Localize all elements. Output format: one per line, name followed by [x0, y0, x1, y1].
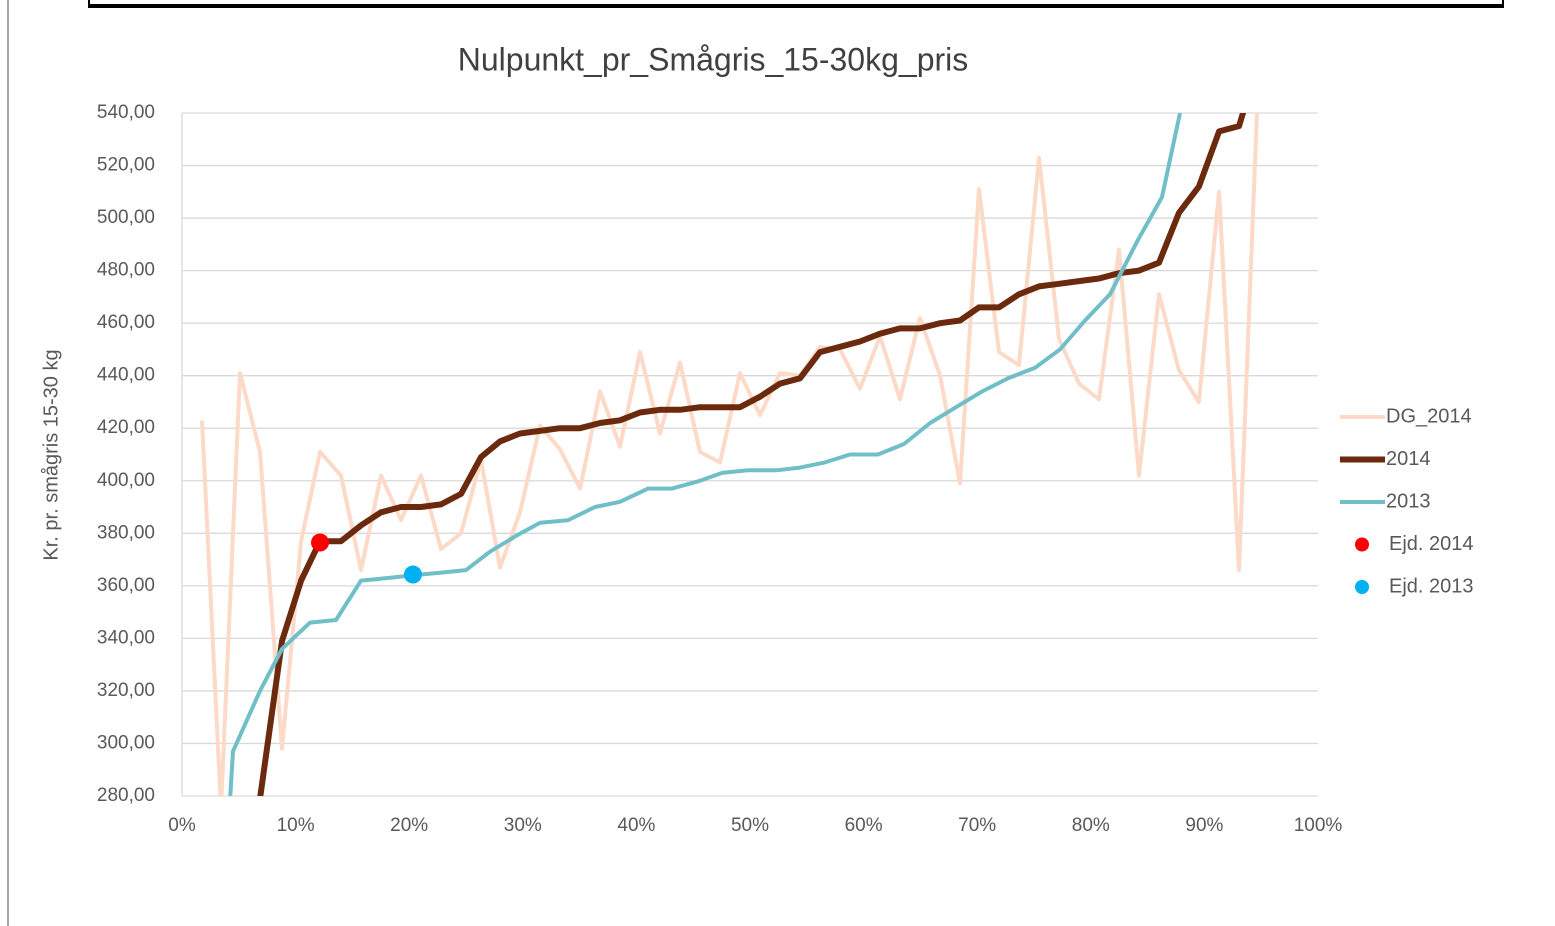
y-tick-label: 380,00 [97, 522, 155, 543]
legend-label: Ejd. 2013 [1389, 575, 1474, 597]
x-tick-label: 90% [1185, 815, 1223, 836]
y-tick-label: 480,00 [97, 260, 155, 281]
top-border-inner [90, 0, 1502, 4]
y-tick-label: 300,00 [97, 732, 155, 753]
x-tick-label: 70% [958, 815, 996, 836]
y-tick-label: 460,00 [97, 312, 155, 333]
x-tick-label: 60% [845, 815, 883, 836]
y-tick-label: 520,00 [97, 155, 155, 176]
y-tick-label: 360,00 [97, 575, 155, 596]
y-tick-label: 440,00 [97, 365, 155, 386]
x-tick-label: 100% [1294, 815, 1343, 836]
x-tick-label: 10% [277, 815, 315, 836]
legend: DG_2014 2014 2013 Ejd. 2014 Ejd. 2013 [1340, 405, 1474, 597]
legend-symbol [1355, 537, 1369, 552]
y-axis-label: Kr. pr. smågris 15-30 kg [40, 349, 62, 560]
legend-label: Ejd. 2014 [1389, 533, 1474, 555]
x-tick-label: 40% [617, 815, 655, 836]
x-tick-label: 30% [504, 815, 542, 836]
y-tick-label: 320,00 [97, 680, 155, 701]
plot-area [200, 113, 1259, 796]
y-tick-label: 400,00 [97, 470, 155, 491]
legend-symbol [1355, 580, 1369, 594]
x-tick-label: 20% [390, 815, 428, 836]
y-tick-label: 280,00 [97, 785, 155, 806]
series-line [228, 113, 1182, 796]
point [311, 533, 330, 552]
legend-label: DG_2014 [1386, 405, 1472, 427]
x-tick-label: 50% [731, 815, 769, 836]
point [403, 565, 422, 584]
y-tick-label: 540,00 [97, 102, 155, 123]
legend-label: 2014 [1386, 448, 1431, 470]
series-line [257, 113, 1247, 796]
x-tick-label: 80% [1072, 815, 1110, 836]
y-tick-label: 420,00 [97, 417, 155, 438]
x-tick-label: 0% [168, 815, 196, 836]
chart-title: Nulpunkt_pr_Smågris_15-30kg_pris [458, 41, 969, 77]
series-line [200, 113, 1259, 796]
legend-label: 2013 [1386, 490, 1431, 512]
y-tick-label: 500,00 [97, 207, 155, 228]
y-tick-label: 340,00 [97, 627, 155, 648]
